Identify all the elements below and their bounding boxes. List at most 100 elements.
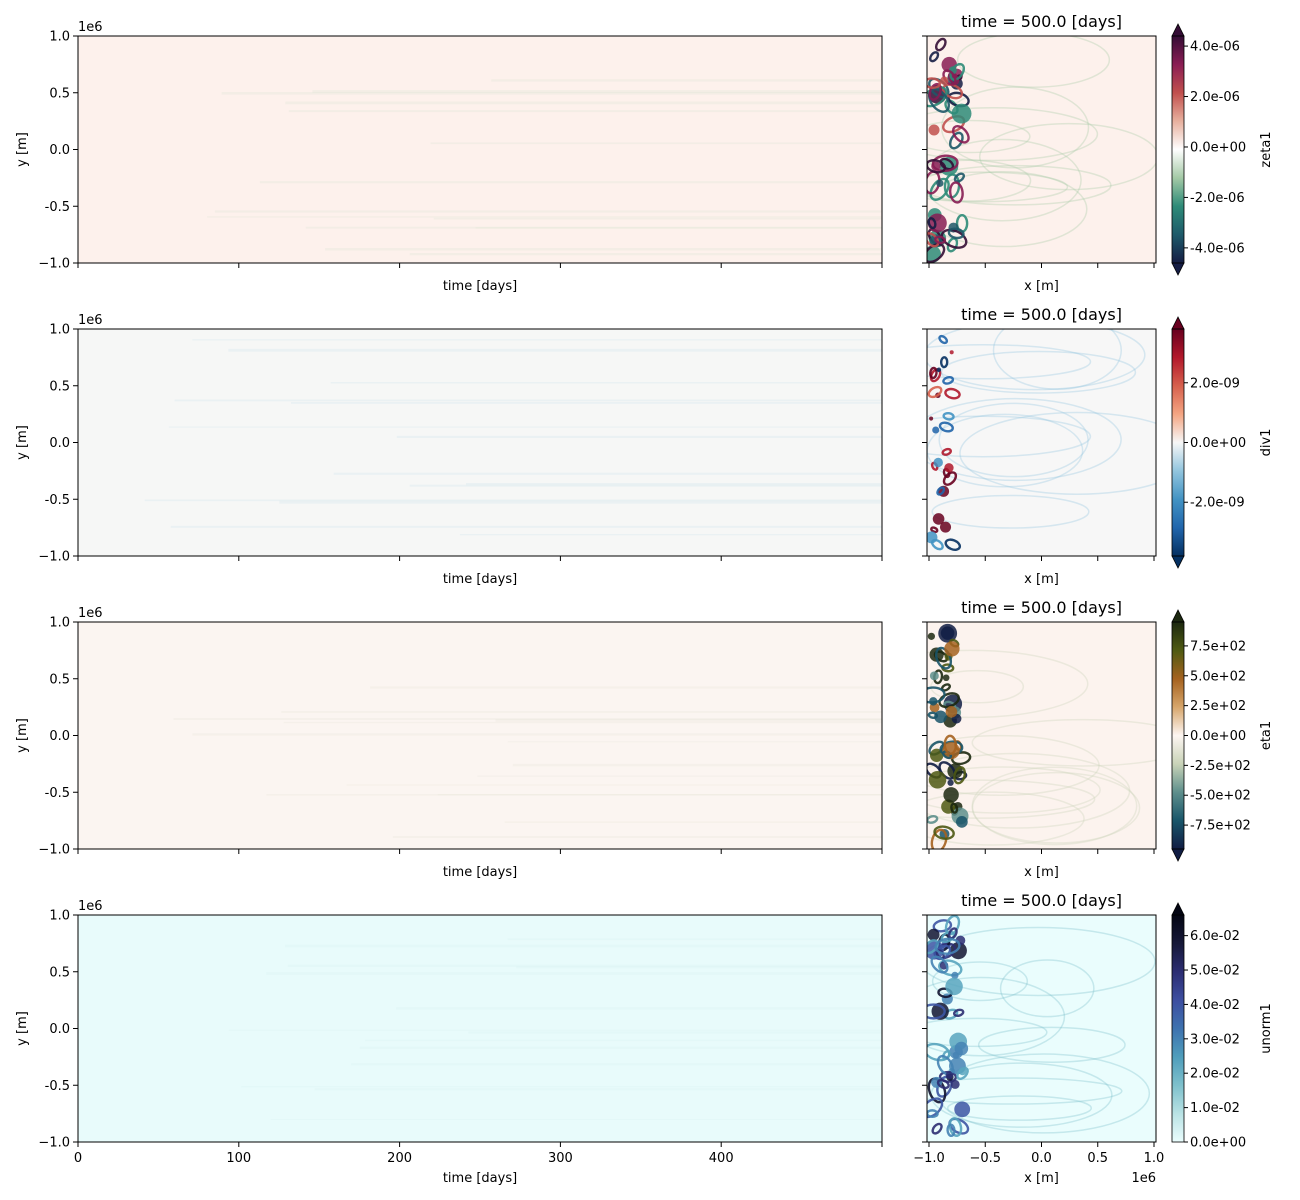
div1-circulation-arc bbox=[927, 329, 1146, 391]
eta1-eddy-ring bbox=[930, 828, 948, 849]
unorm1-eddy bbox=[954, 1101, 971, 1118]
div1-circulation-arc bbox=[938, 402, 1089, 478]
unorm1-ytick-label: −1.0 bbox=[38, 1136, 70, 1151]
eta1-circulation-arc bbox=[927, 766, 1101, 814]
eta1-colorbar-tick-label: 0.0e+00 bbox=[1190, 729, 1246, 744]
zeta1-circulation-arc bbox=[927, 171, 1088, 248]
eta1-eddy-ring bbox=[943, 734, 958, 755]
eta1-eddy bbox=[929, 748, 944, 763]
zeta1-snapshot-xlabel: x [m] bbox=[1024, 279, 1059, 294]
unorm1-x-offset-text: 1e6 bbox=[1131, 1171, 1156, 1186]
eta1-circulation-arc bbox=[971, 766, 1138, 846]
eta1-circulation-arc bbox=[927, 649, 1089, 719]
zeta1-circulation-arc bbox=[927, 171, 1069, 203]
zeta1-eddy-ring bbox=[927, 232, 940, 248]
eta1-eddy bbox=[934, 710, 947, 724]
zeta1-circulation-arc bbox=[927, 159, 1032, 202]
eta1-eddy bbox=[943, 787, 959, 803]
unorm1-eddy-ring bbox=[938, 959, 963, 977]
zeta1-eddy-ring bbox=[927, 217, 937, 230]
zeta1-ytick-label: −1.0 bbox=[38, 257, 70, 272]
zeta1-circulation-arc bbox=[927, 119, 1031, 154]
zeta1-ytick-label: 1.0 bbox=[49, 30, 70, 45]
unorm1-circulation-arc bbox=[999, 959, 1095, 1018]
div1-snapshot-panel: x [m] time = 500.0 [days] bbox=[922, 305, 1157, 587]
eta1-colorbar-tick-label: 5.0e+02 bbox=[1190, 669, 1246, 684]
zeta1-hovmoller-panel: 1.0 0.5 0.0 -0.5 −1.0 1e6 y [m] time [days] bbox=[15, 20, 883, 294]
eta1-circulation-arc bbox=[927, 791, 1085, 846]
eta1-colorbar-gradient bbox=[1172, 622, 1184, 849]
div1-hovmoller-field bbox=[78, 329, 882, 556]
zeta1-colorbar-tick-label: 4.0e-06 bbox=[1190, 40, 1240, 55]
unorm1-eddy-ring bbox=[927, 939, 939, 955]
zeta1-eddy-ring bbox=[947, 227, 965, 240]
zeta1-eddy bbox=[951, 103, 972, 124]
unorm1-colorbar-frame bbox=[1171, 914, 1185, 1143]
zeta1-colorbar-tick-label: 0.0e+00 bbox=[1190, 140, 1246, 155]
zeta1-circulation-arc bbox=[940, 86, 1090, 169]
div1-ytick-label: −1.0 bbox=[38, 550, 70, 565]
unorm1-colorbar-gradient bbox=[1172, 915, 1184, 1142]
unorm1-ytick-label: -0.5 bbox=[45, 1079, 70, 1094]
zeta1-eddy-ring bbox=[927, 159, 947, 174]
zeta1-circulation-arc bbox=[956, 36, 1111, 88]
eta1-eddy-ring bbox=[950, 802, 959, 814]
eta1-eddy bbox=[944, 641, 960, 657]
div1-eddy-ring bbox=[930, 538, 944, 551]
eta1-eddy bbox=[927, 632, 935, 640]
eta1-eddy-ring bbox=[927, 686, 946, 704]
zeta1-eddy-ring bbox=[949, 181, 964, 204]
unorm1-ytick-label: 1.0 bbox=[49, 909, 70, 924]
div1-eddy-ring bbox=[938, 334, 949, 345]
unorm1-snapshot-xtick-label: −0.5 bbox=[969, 1151, 1001, 1166]
eta1-snapshot-panel: x [m] time = 500.0 [days] bbox=[922, 598, 1157, 880]
zeta1-snapshot-field bbox=[927, 36, 1156, 263]
div1-eddy bbox=[933, 457, 943, 468]
unorm1-xtick-label: 0 bbox=[74, 1151, 82, 1166]
unorm1-hovmoller-panel: 1.0 0.5 0.0 -0.5 −1.0 1e6 y [m] 0 100 200 300 400 ti… bbox=[15, 899, 883, 1186]
eta1-hovmoller-panel: 1.0 0.5 0.0 -0.5 −1.0 1e6 y [m] time [days] bbox=[15, 606, 883, 880]
zeta1-eddy-ring bbox=[931, 154, 959, 173]
zeta1-ylabel: y [m] bbox=[15, 132, 30, 167]
unorm1-colorbar-tick-label: 2.0e-02 bbox=[1190, 1067, 1240, 1082]
eta1-circulation-arc bbox=[927, 779, 1096, 819]
div1-eddy-ring bbox=[939, 356, 949, 369]
zeta1-eddy bbox=[927, 213, 947, 233]
zeta1-colorbar-tick-label: -2.0e-06 bbox=[1190, 191, 1245, 206]
zeta1-eddy-ring bbox=[951, 125, 970, 144]
unorm1-eddy-ring bbox=[931, 1122, 943, 1135]
eta1-eddy bbox=[928, 771, 947, 789]
eta1-xlabel: time [days] bbox=[443, 865, 517, 880]
eta1-circulation-arc bbox=[927, 734, 1100, 796]
zeta1-ytick-label: -0.5 bbox=[45, 200, 70, 215]
div1-hovmoller-panel: 1.0 0.5 0.0 -0.5 −1.0 1e6 y [m] time [days] bbox=[15, 313, 883, 587]
unorm1-xtick-label: 400 bbox=[709, 1151, 734, 1166]
eta1-eddy-ring bbox=[938, 692, 960, 709]
div1-colorbar-extend-min bbox=[1171, 555, 1185, 569]
zeta1-eddy-ring bbox=[928, 82, 942, 101]
unorm1-colorbar-tick-label: 1.0e-02 bbox=[1190, 1101, 1240, 1116]
unorm1-eddy-ring bbox=[927, 1042, 951, 1062]
unorm1-snapshot-xlabel: x [m] bbox=[1024, 1171, 1059, 1186]
div1-eddy-ring bbox=[930, 526, 939, 534]
unorm1-ytick-label: 0.5 bbox=[49, 965, 70, 980]
div1-eddy-ring bbox=[927, 385, 943, 399]
div1-eddy-ring bbox=[929, 366, 938, 380]
unorm1-eddy-ring bbox=[930, 955, 949, 974]
zeta1-circulation-arc bbox=[927, 107, 1099, 162]
zeta1-eddy-ring bbox=[934, 235, 947, 245]
unorm1-circulation-arc bbox=[927, 1077, 1123, 1105]
unorm1-eddy-ring bbox=[934, 937, 961, 955]
div1-colorbar-tick-label: 2.0e-09 bbox=[1190, 376, 1240, 391]
div1-ytick-label: 0.0 bbox=[49, 436, 70, 451]
div1-circulation-arc bbox=[992, 329, 1122, 390]
div1-colorbar-gradient bbox=[1172, 329, 1184, 556]
zeta1-snapshot-title: time = 500.0 [days] bbox=[961, 12, 1122, 31]
zeta1-colorbar: 4.0e-06 2.0e-06 0.0e+00 -2.0e-06 -4.0e-06 zet… bbox=[1171, 23, 1274, 276]
zeta1-colorbar-extend-min bbox=[1171, 262, 1185, 276]
eta1-ytick-label: −1.0 bbox=[38, 843, 70, 858]
div1-eddy-ring bbox=[944, 387, 961, 400]
zeta1-eddy-ring bbox=[948, 131, 964, 150]
eta1-circulation-arc bbox=[971, 771, 1141, 844]
zeta1-circulation-arc bbox=[978, 122, 1156, 191]
